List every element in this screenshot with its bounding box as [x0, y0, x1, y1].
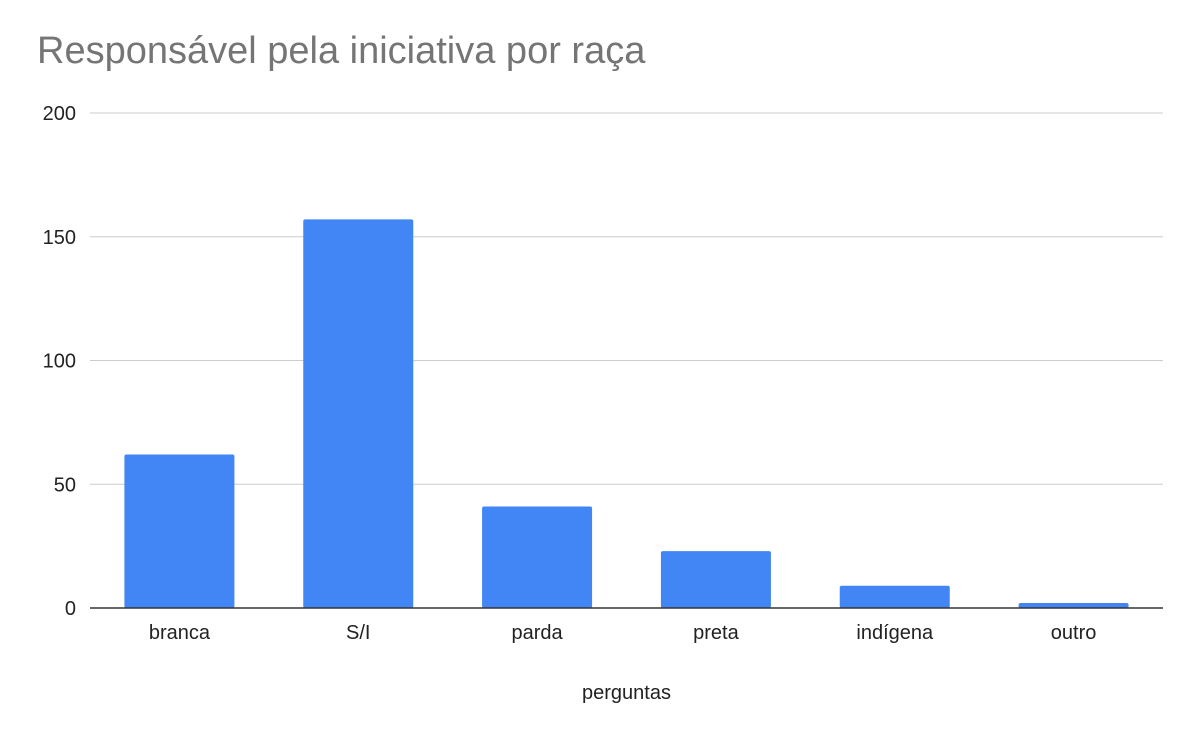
x-tick-label: preta [693, 622, 739, 644]
x-tick-label: indígena [856, 622, 934, 644]
x-tick-label: outro [1051, 622, 1097, 644]
bar-outro[interactable] [1018, 603, 1129, 608]
y-tick-label: 0 [65, 598, 76, 620]
bar-indígena[interactable] [839, 585, 950, 608]
bar-parda[interactable] [482, 506, 593, 608]
chart-title: Responsável pela iniciativa por raça [37, 30, 646, 72]
x-tick-label: branca [149, 622, 211, 644]
x-axis-ticks: branca S/I parda preta indígena outro [149, 622, 1097, 644]
x-tick-label: S/I [346, 622, 370, 644]
x-axis-label: perguntas [582, 682, 671, 704]
bar-preta[interactable] [660, 551, 771, 608]
y-tick-label: 50 [54, 474, 76, 496]
bar-S/I[interactable] [303, 219, 414, 609]
gridlines [90, 112, 1163, 485]
x-tick-label: parda [512, 622, 564, 644]
y-axis-ticks: 0 50 100 150 200 [43, 103, 76, 620]
bars [124, 219, 1129, 609]
y-tick-label: 100 [43, 351, 76, 373]
y-tick-label: 150 [43, 227, 76, 249]
bar-branca[interactable] [124, 454, 235, 608]
y-tick-label: 200 [43, 103, 76, 125]
